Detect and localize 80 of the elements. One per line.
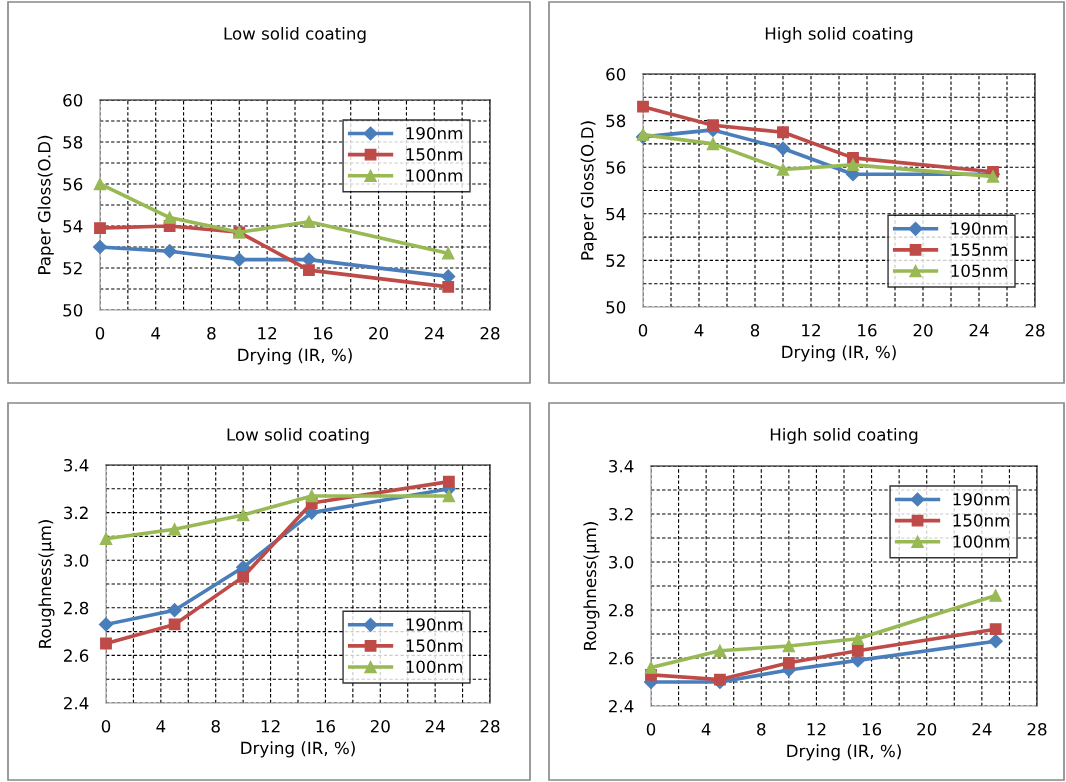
legend-label: 105nm [951, 264, 1007, 278]
y-tick-label: 60 [606, 67, 626, 81]
x-tick-label: 20 [913, 323, 933, 337]
x-tick-label: 8 [207, 326, 216, 340]
x-tick-label: 28 [480, 326, 500, 340]
x-axis-title: Drying (IR, %) [241, 741, 355, 758]
y-tick-label: 50 [63, 303, 83, 317]
chart-title: Low solid coating [227, 427, 369, 445]
y-tick-label: 2.4 [64, 696, 89, 710]
x-tick-label: 0 [638, 323, 648, 337]
x-tick-label: 24 [969, 323, 989, 337]
x-tick-label: 20 [370, 719, 390, 733]
x-tick-label: 16 [862, 722, 882, 736]
y-tick-label: 52 [63, 261, 82, 275]
y-tick-label: 2.6 [609, 651, 634, 665]
y-tick-label: 3.2 [64, 506, 88, 520]
legend-label: 190nm [951, 222, 1007, 235]
y-tick-label: 56 [606, 161, 626, 174]
y-axis-title: Roughness(μm) [38, 520, 55, 648]
x-axis-title: Drying (IR, %) [782, 345, 896, 362]
x-tick-label: 24 [424, 326, 444, 340]
x-tick-label: 4 [151, 327, 161, 340]
legend-label: 155nm [951, 243, 1007, 256]
y-tick-label: 3.0 [609, 555, 634, 569]
x-tick-label: 20 [369, 326, 389, 340]
y-tick-label: 54 [606, 207, 626, 221]
x-tick-label: 8 [750, 323, 760, 337]
y-tick-label: 50 [606, 300, 626, 314]
y-tick-label: 60 [63, 93, 83, 107]
legend-label: 190nm [953, 492, 1009, 506]
x-tick-label: 16 [858, 323, 877, 337]
x-tick-label: 0 [95, 326, 105, 340]
y-tick-label: 2.8 [609, 603, 634, 617]
x-tick-label: 0 [646, 722, 656, 736]
y-tick-label: 3.4 [609, 459, 634, 473]
y-tick-label: 2.6 [64, 649, 89, 662]
legend-label: 190nm [406, 126, 462, 140]
y-axis-title: Paper Gloss(O.D) [37, 135, 54, 274]
x-tick-label: 4 [156, 720, 166, 733]
x-tick-label: 24 [425, 719, 445, 733]
chart-title: High solid coating [765, 26, 913, 44]
legend-label: 100nm [406, 169, 462, 182]
x-tick-label: 28 [1025, 323, 1045, 337]
x-tick-label: 12 [258, 326, 277, 340]
x-tick-label: 8 [211, 719, 220, 733]
x-tick-label: 8 [757, 722, 766, 736]
x-tick-label: 20 [917, 722, 937, 736]
legend-label: 150nm [406, 639, 462, 652]
y-tick-label: 3.4 [64, 458, 89, 472]
x-tick-label: 4 [701, 723, 711, 736]
y-tick-label: 54 [63, 220, 83, 233]
x-tick-label: 12 [261, 719, 280, 733]
legend-label: 190nm [406, 618, 462, 631]
y-tick-label: 2.4 [609, 699, 634, 713]
x-tick-label: 28 [480, 719, 500, 733]
y-tick-label: 56 [63, 177, 83, 191]
y-tick-label: 3.0 [64, 554, 89, 567]
y-axis-title: Roughness(μm) [583, 522, 600, 650]
y-tick-label: 58 [63, 135, 83, 149]
legend-label: 150nm [953, 514, 1009, 527]
legend-label: 100nm [953, 535, 1009, 548]
legend-label: 100nm [406, 660, 462, 674]
x-tick-label: 12 [807, 722, 826, 736]
y-tick-label: 52 [606, 254, 625, 267]
chart-title: Low solid coating [224, 26, 366, 44]
x-tick-label: 16 [316, 719, 335, 733]
x-axis-title: Drying (IR, %) [787, 744, 901, 761]
x-tick-label: 0 [101, 719, 111, 733]
x-tick-label: 28 [1027, 722, 1047, 736]
legend-label: 150nm [406, 148, 462, 161]
x-tick-label: 4 [694, 324, 704, 337]
y-axis-title: Paper Gloss(O.D) [580, 121, 597, 260]
x-axis-title: Drying (IR, %) [238, 348, 352, 365]
x-tick-label: 16 [314, 326, 333, 340]
x-tick-label: 12 [802, 323, 820, 337]
chart-title: High solid coating [770, 427, 918, 445]
y-tick-label: 2.8 [64, 601, 89, 615]
y-tick-label: 3.2 [609, 507, 633, 521]
y-tick-label: 58 [606, 114, 626, 128]
x-tick-label: 24 [972, 722, 992, 736]
